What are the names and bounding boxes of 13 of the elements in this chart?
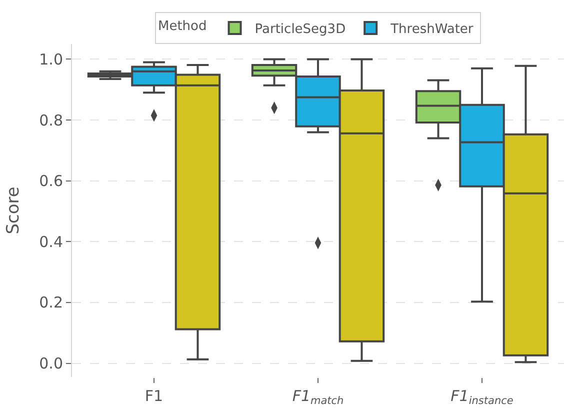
y-tick-label: 0.4 [39, 232, 63, 251]
y-tick-label: 0.8 [39, 111, 63, 130]
y-tick-label: 0.2 [39, 294, 63, 312]
legend-label: ThreshWater [390, 22, 474, 38]
y-tick-label: 0.0 [39, 354, 63, 373]
x-tick-label: F1$_{instance}$ [450, 387, 514, 408]
y-tick-label: 1.0 [39, 50, 63, 68]
y-tick-label: 0.6 [39, 172, 63, 190]
x-tick-label: F1$_{match}$ [292, 387, 344, 408]
x-tick-label: F1 [144, 387, 164, 405]
legend-title: Method [158, 18, 207, 34]
y-axis-title: Score [4, 186, 24, 234]
legend-label: ParticleSeg3D [254, 22, 346, 38]
